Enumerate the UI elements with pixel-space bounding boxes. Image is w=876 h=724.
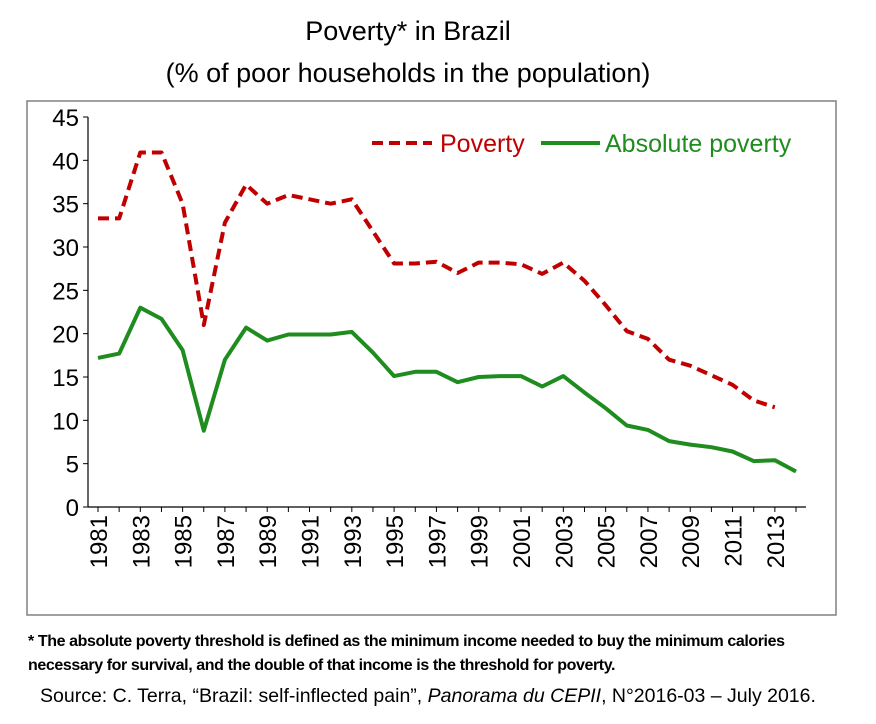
- y-tick-label: 0: [66, 495, 79, 522]
- source-suffix: , N°2016-03 – July 2016.: [601, 685, 816, 707]
- y-tick-label: 30: [52, 235, 79, 262]
- x-tick-label: 1983: [128, 515, 155, 568]
- y-tick-label: 45: [52, 105, 79, 132]
- x-tick-label: 1985: [171, 515, 198, 568]
- y-tick-label: 40: [52, 148, 79, 175]
- x-tick-label: 1999: [467, 515, 494, 568]
- footnote-line-2: necessary for survival, and the double o…: [28, 657, 616, 674]
- source-citation: Source: C. Terra, “Brazil: self-inflecte…: [40, 683, 816, 709]
- x-tick-label: 1981: [86, 515, 113, 568]
- x-tick-label: 2013: [763, 515, 790, 568]
- poverty-series-line: [98, 150, 776, 410]
- y-tick-label: 10: [52, 408, 79, 435]
- footnote-line-1: * The absolute poverty threshold is defi…: [28, 633, 785, 650]
- x-tick-label: 1987: [213, 515, 240, 568]
- y-tick-label: 35: [52, 192, 79, 219]
- legend-absolute-poverty-label: Absolute poverty: [605, 130, 792, 158]
- chart-subtitle: (% of poor households in the population): [165, 58, 651, 88]
- poverty-line-chart: 0 5 10 15 20 25 30 35 40 45 1981 1983 1985 1987 1989 19…: [26, 100, 837, 616]
- x-tick-label: 1989: [255, 515, 282, 568]
- x-tick-label: 2007: [636, 515, 663, 568]
- y-tick-label: 25: [52, 278, 79, 305]
- source-prefix: Source: C. Terra, “Brazil: self-inflecte…: [40, 685, 428, 707]
- y-tick-label: 20: [52, 322, 79, 349]
- x-tick-label: 1991: [298, 515, 325, 568]
- x-tick-label: 1997: [424, 515, 451, 568]
- x-tick-label: 1995: [382, 515, 409, 568]
- footnote: * The absolute poverty threshold is defi…: [28, 630, 858, 678]
- legend-poverty-label: Poverty: [440, 130, 525, 158]
- y-tick-label: 5: [66, 452, 79, 479]
- x-tick-label: 2011: [721, 515, 748, 567]
- chart-title: Poverty* in Brazil: [305, 16, 511, 46]
- source-publication: Panorama du CEPII: [427, 685, 602, 707]
- x-tick-label: 2009: [678, 515, 705, 568]
- x-tick-label: 2005: [594, 515, 621, 568]
- x-tick-label: 1993: [340, 515, 367, 568]
- x-tick-label: 2003: [551, 515, 578, 568]
- absolute-poverty-series-line: [97, 305, 797, 474]
- chart-frame: [26, 100, 837, 616]
- y-tick-label: 15: [52, 365, 79, 392]
- x-tick-label: 2001: [509, 515, 536, 568]
